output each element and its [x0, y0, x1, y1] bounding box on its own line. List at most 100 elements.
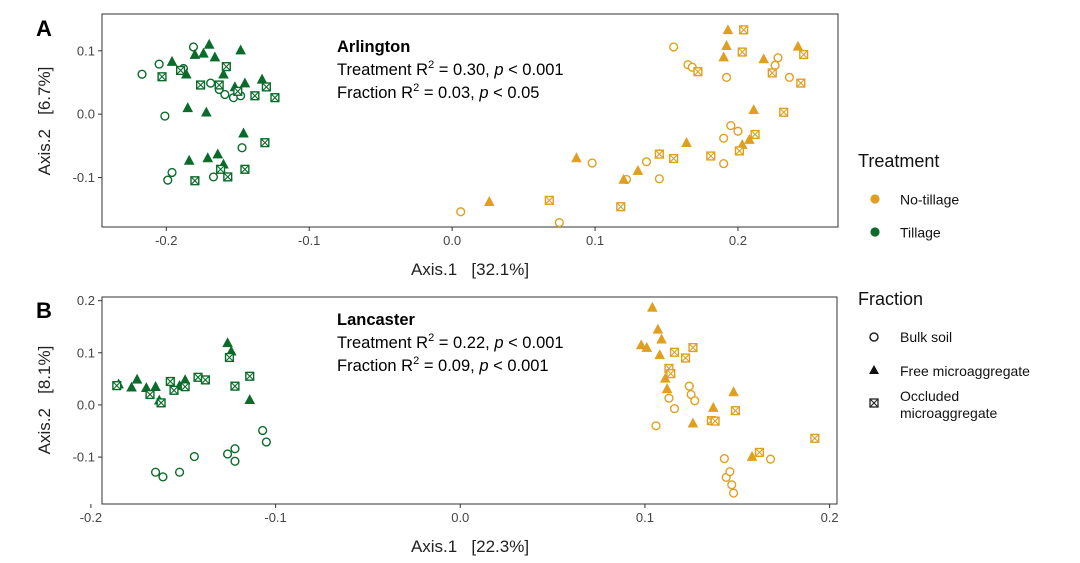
point-tillage-occluded-microaggregate — [224, 352, 235, 363]
point-no-tillage-bulk-soil — [669, 403, 680, 414]
legend-tillage-swatch — [870, 227, 880, 237]
point-no-tillage-free-microaggregate — [483, 196, 495, 206]
point-no-tillage-free-microaggregate — [721, 40, 732, 50]
point-tillage-bulk-soil — [150, 467, 161, 477]
point-tillage-free-microaggregate — [218, 68, 229, 79]
point-no-tillage-occluded-microaggregate — [680, 353, 691, 363]
point-tillage-occluded-microaggregate — [193, 372, 203, 382]
panel-b-treatment-stat: Treatment R2 = 0.22, p < 0.001 — [337, 332, 564, 352]
point-no-tillage-free-microaggregate — [632, 164, 644, 175]
point-no-tillage-occluded-microaggregate — [739, 25, 749, 35]
point-no-tillage-free-microaggregate — [652, 323, 664, 334]
point-no-tillage-free-microaggregate — [722, 24, 734, 35]
point-no-tillage-free-microaggregate — [728, 386, 739, 397]
legend-fraction-title: Fraction — [858, 289, 923, 309]
panel-b-y-axis-title: Axis.2 [8.1%] — [35, 346, 54, 455]
point-tillage-free-microaggregate — [202, 152, 214, 163]
point-no-tillage-bulk-soil — [456, 207, 466, 217]
legend: Treatment No-tillage Tillage Fraction Bu… — [858, 151, 1030, 421]
point-tillage-occluded-microaggregate — [200, 375, 211, 385]
point-no-tillage-bulk-soil — [733, 126, 743, 136]
point-no-tillage-free-microaggregate — [647, 301, 658, 312]
point-tillage-bulk-soil — [208, 172, 219, 182]
point-no-tillage-occluded-microaggregate — [810, 433, 820, 443]
point-no-tillage-bulk-soil — [641, 157, 652, 167]
y-tick-label: 0.1 — [77, 345, 95, 360]
point-no-tillage-occluded-microaggregate — [750, 129, 760, 140]
point-no-tillage-occluded-microaggregate — [616, 202, 626, 212]
point-tillage-free-microaggregate — [212, 148, 224, 159]
point-no-tillage-bulk-soil — [719, 159, 729, 169]
point-tillage-occluded-microaggregate — [156, 398, 166, 408]
panel-a-treatment-stat: Treatment R2 = 0.30, p < 0.001 — [337, 59, 564, 79]
point-no-tillage-free-microaggregate — [718, 51, 729, 62]
point-tillage-occluded-microaggregate — [180, 382, 190, 392]
legend-treatment-title: Treatment — [858, 151, 939, 171]
panel-b-axes: -0.2 -0.1 0.0 0.1 0.2 -0.1 0.0 0.1 0.2 — [73, 293, 839, 525]
point-tillage-occluded-microaggregate — [145, 389, 155, 400]
point-tillage-occluded-microaggregate — [165, 376, 175, 387]
point-no-tillage-occluded-microaggregate — [544, 195, 554, 205]
legend-free-microaggregate-label: Free microaggregate — [900, 363, 1030, 379]
point-tillage-bulk-soil — [237, 143, 247, 153]
point-tillage-occluded-microaggregate — [216, 164, 226, 174]
point-no-tillage-bulk-soil — [690, 396, 700, 406]
point-tillage-free-microaggregate — [239, 77, 251, 88]
panel-a-fraction-stat: Fraction R2 = 0.03, p < 0.05 — [337, 82, 539, 102]
point-tillage-free-microaggregate — [189, 48, 201, 59]
point-no-tillage-bulk-soil — [719, 454, 729, 464]
legend-item-occluded-microaggregate: Occluded microaggregate — [869, 388, 997, 421]
point-no-tillage-free-microaggregate — [661, 383, 673, 394]
legend-item-tillage: Tillage — [870, 225, 941, 241]
point-no-tillage-bulk-soil — [725, 467, 735, 477]
point-tillage-occluded-microaggregate — [112, 381, 122, 391]
point-tillage-free-microaggregate — [209, 51, 221, 62]
point-tillage-occluded-microaggregate — [240, 164, 250, 174]
point-tillage-occluded-microaggregate — [223, 172, 233, 182]
point-no-tillage-bulk-soil — [719, 133, 729, 143]
point-no-tillage-occluded-microaggregate — [767, 68, 777, 78]
point-no-tillage-occluded-microaggregate — [754, 447, 765, 457]
point-no-tillage-bulk-soil — [651, 421, 661, 431]
x-tick-label: -0.2 — [155, 233, 177, 248]
point-no-tillage-occluded-microaggregate — [688, 342, 698, 353]
point-no-tillage-bulk-soil — [664, 393, 674, 403]
y-tick-label: -0.1 — [73, 170, 95, 185]
point-no-tillage-bulk-soil — [587, 158, 597, 168]
panel-a-y-axis-title: Axis.2 [6.7%] — [35, 67, 54, 176]
point-tillage-occluded-microaggregate — [230, 381, 240, 391]
point-tillage-bulk-soil — [230, 444, 240, 454]
point-tillage-bulk-soil — [261, 437, 271, 447]
x-tick-label: 0.2 — [821, 510, 839, 525]
point-tillage-occluded-microaggregate — [214, 80, 224, 90]
point-tillage-free-microaggregate — [203, 38, 215, 49]
point-no-tillage-free-microaggregate — [641, 341, 653, 352]
point-no-tillage-free-microaggregate — [654, 349, 666, 360]
panel-a-points — [137, 24, 809, 228]
point-tillage-bulk-soil — [258, 425, 268, 436]
point-tillage-occluded-microaggregate — [233, 86, 243, 96]
legend-item-no-tillage: No-tillage — [870, 192, 959, 208]
legend-circle-icon — [869, 332, 879, 342]
x-tick-label: 0.1 — [636, 510, 654, 525]
point-no-tillage-occluded-microaggregate — [654, 149, 664, 159]
point-tillage-bulk-soil — [160, 111, 170, 121]
point-tillage-bulk-soil — [206, 78, 216, 88]
legend-triangle-icon — [869, 365, 879, 374]
panel-b-plot-area — [101, 296, 838, 505]
point-no-tillage-free-microaggregate — [707, 401, 719, 412]
panel-a-axes: -0.2 -0.1 0.0 0.1 0.2 -0.1 0.0 0.1 — [73, 43, 747, 248]
legend-item-bulk-soil: Bulk soil — [869, 329, 952, 345]
panel-b-site-title: Lancaster — [337, 311, 416, 329]
point-no-tillage-free-microaggregate — [758, 53, 769, 64]
point-tillage-bulk-soil — [189, 451, 199, 462]
point-no-tillage-bulk-soil — [727, 480, 737, 490]
point-tillage-occluded-microaggregate — [169, 385, 179, 395]
x-tick-label: 0.2 — [729, 233, 747, 248]
point-tillage-free-microaggregate — [238, 127, 249, 138]
x-tick-label: 0.1 — [586, 233, 604, 248]
point-no-tillage-occluded-microaggregate — [796, 78, 806, 88]
point-tillage-free-microaggregate — [131, 373, 143, 384]
legend-no-tillage-swatch — [870, 194, 880, 204]
legend-occluded-label-line-2: microaggregate — [900, 405, 997, 421]
